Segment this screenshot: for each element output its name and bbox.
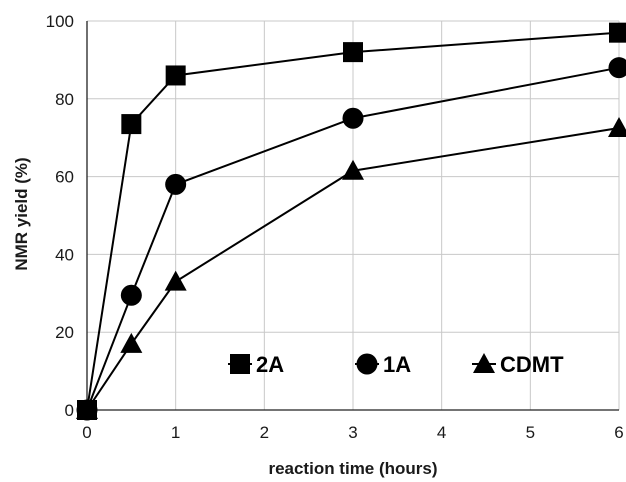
y-tick-label-60: 60 <box>55 168 74 187</box>
y-axis-title: NMR yield (%) <box>12 157 31 270</box>
data-point-CDMT-1 <box>120 332 143 353</box>
axes <box>86 21 619 411</box>
legend-label-1A: 1A <box>383 352 411 377</box>
data-point-1A-4 <box>608 57 626 79</box>
data-point-2A-4 <box>609 22 626 43</box>
data-point-2A-3 <box>343 42 363 63</box>
series-1A <box>76 57 626 421</box>
x-axis-title: reaction time (hours) <box>268 459 437 478</box>
data-point-CDMT-2 <box>164 270 187 291</box>
x-tick-label-5: 5 <box>526 423 535 442</box>
legend-item-1A: 1A <box>355 352 411 377</box>
data-point-1A-3 <box>342 107 364 129</box>
data-point-1A-2 <box>165 173 187 195</box>
y-tick-label-0: 0 <box>65 401 74 420</box>
x-tick-label-6: 6 <box>614 423 623 442</box>
x-tick-label-4: 4 <box>437 423 446 442</box>
data-point-2A-2 <box>165 65 186 86</box>
legend-label-CDMT: CDMT <box>500 352 564 377</box>
legend-item-2A: 2A <box>228 352 284 377</box>
legend-marker-CDMT <box>473 353 495 373</box>
x-tick-label-2: 2 <box>260 423 269 442</box>
y-tick-label-20: 20 <box>55 323 74 342</box>
data-point-1A-1 <box>120 284 142 306</box>
data-point-CDMT-3 <box>342 159 364 180</box>
legend-marker-1A <box>356 353 378 375</box>
series-layer <box>76 22 626 421</box>
legend-item-CDMT: CDMT <box>472 352 564 377</box>
data-point-CDMT-4 <box>608 116 626 137</box>
y-tick-label-100: 100 <box>46 12 74 31</box>
legend-label-2A: 2A <box>256 352 284 377</box>
series-CDMT <box>76 116 626 419</box>
legend-marker-2A <box>230 354 250 374</box>
x-tick-label-3: 3 <box>348 423 357 442</box>
x-tick-label-1: 1 <box>171 423 180 442</box>
data-point-2A-1 <box>121 114 142 135</box>
y-tick-label-40: 40 <box>55 245 74 264</box>
data-point-CDMT-0 <box>76 399 98 419</box>
y-tick-label-80: 80 <box>55 90 74 109</box>
legend: 2A 1A CDMT <box>228 352 564 377</box>
x-tick-label-0: 0 <box>82 423 91 442</box>
